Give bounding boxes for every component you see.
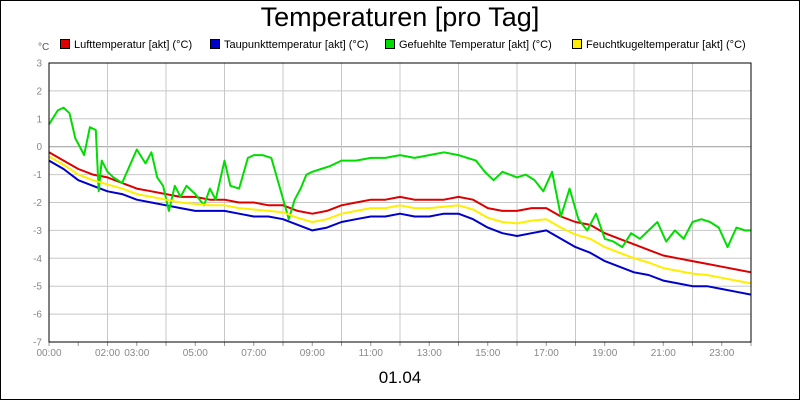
- x-tick-label: 19:00: [592, 348, 617, 359]
- chart-title: Temperaturen [pro Tag]: [260, 2, 540, 32]
- y-tick-label: 3: [36, 59, 42, 70]
- x-tick-label: 07:00: [241, 348, 266, 359]
- y-tick-label: -7: [33, 338, 42, 349]
- legend-item-gefuehlte-temperatur: Gefuehlte Temperatur [akt] (°C): [385, 39, 552, 51]
- y-tick-label: -1: [33, 170, 42, 181]
- x-tick-label: 21:00: [651, 348, 676, 359]
- x-tick-label: 09:00: [300, 348, 325, 359]
- x-tick-label: 15:00: [475, 348, 500, 359]
- x-tick-label: 00:00: [36, 348, 61, 359]
- x-axis-date-label: 01.04: [378, 368, 422, 387]
- series-line-1: [48, 159, 752, 296]
- y-tick-label: -6: [33, 310, 42, 321]
- legend-item-feuchtkugeltemperatur: Feuchtkugeltemperatur [akt] (°C): [572, 39, 746, 51]
- x-tick-label: 11:00: [359, 348, 384, 359]
- x-tick-label: 17:00: [534, 348, 559, 359]
- series-line-3: [48, 155, 752, 285]
- x-tick-label: 03:00: [124, 348, 149, 359]
- legend-swatch-green: [385, 39, 395, 49]
- legend-swatch-yellow: [572, 39, 582, 49]
- y-axis-unit-label: °C: [38, 42, 50, 53]
- y-tick-label: 0: [36, 142, 42, 153]
- plot-border: [48, 62, 752, 343]
- x-tick-label: 23:00: [709, 348, 734, 359]
- legend-label: Taupunkttemperatur [akt] (°C): [224, 39, 369, 51]
- legend-swatch-blue: [210, 39, 220, 49]
- legend-label: Lufttemperatur [akt] (°C): [74, 39, 193, 51]
- legend-label: Gefuehlte Temperatur [akt] (°C): [399, 39, 552, 51]
- y-tick-label: -4: [33, 254, 42, 265]
- y-tick-label: 1: [36, 114, 42, 125]
- y-tick-label: -5: [33, 282, 42, 293]
- x-tick-label: 02:00: [95, 348, 120, 359]
- y-tick-label: -3: [33, 226, 42, 237]
- y-tick-label: 2: [36, 86, 42, 97]
- series-line-2: [48, 106, 751, 249]
- legend-item-taupunkttemperatur: Taupunkttemperatur [akt] (°C): [210, 39, 368, 51]
- legend-swatch-red: [60, 39, 70, 49]
- x-tick-label: 05:00: [183, 348, 208, 359]
- x-tick-label: 13:00: [417, 348, 442, 359]
- y-tick-label: -2: [33, 198, 42, 209]
- legend-item-lufttemperatur: Lufttemperatur [akt] (°C): [60, 39, 192, 51]
- legend-label: Feuchtkugeltemperatur [akt] (°C): [586, 39, 746, 51]
